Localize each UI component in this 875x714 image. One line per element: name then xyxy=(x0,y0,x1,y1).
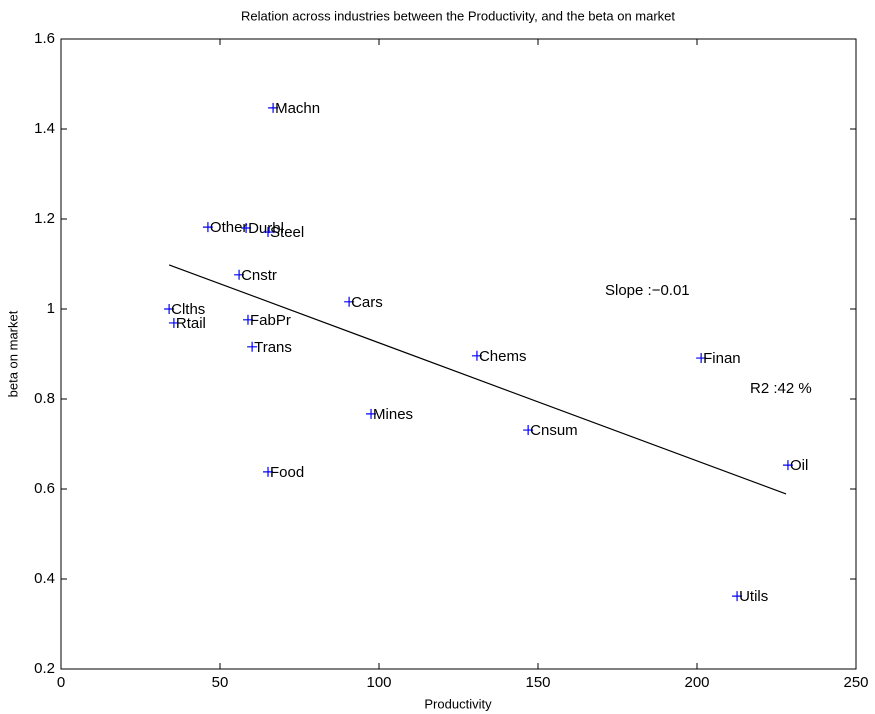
y-tick-label: 0.2 xyxy=(34,660,55,677)
point-label: Oil xyxy=(790,457,808,474)
x-tick-label: 200 xyxy=(684,674,709,691)
point xyxy=(241,223,252,233)
point-label: Cars xyxy=(351,294,383,311)
point xyxy=(242,314,253,325)
point xyxy=(247,341,258,352)
point xyxy=(168,317,179,328)
y-tick-label: 1.4 xyxy=(34,120,55,137)
x-tick-label: 50 xyxy=(212,674,229,691)
point xyxy=(366,408,377,419)
point-label: Steel xyxy=(270,224,304,241)
point-label: FabPr xyxy=(250,312,291,329)
point-label: Food xyxy=(270,464,304,481)
point-label: Machn xyxy=(275,100,320,117)
point xyxy=(471,350,482,361)
point xyxy=(164,304,175,314)
point-label: Cnsum xyxy=(530,422,578,439)
point xyxy=(202,222,213,233)
point xyxy=(268,102,279,113)
point xyxy=(263,227,274,238)
plot-frame xyxy=(60,38,857,670)
y-tick-label: 1.6 xyxy=(34,30,55,47)
point-label: Durbl xyxy=(248,220,284,237)
point-label: Mines xyxy=(373,406,413,423)
y-tick-label: 1 xyxy=(47,300,55,317)
x-tick-label: 250 xyxy=(843,674,868,691)
point-label: Chems xyxy=(479,348,527,365)
point-label: Finan xyxy=(703,350,741,367)
point-label: Other xyxy=(210,219,248,236)
point-label: Utils xyxy=(739,588,768,605)
fit-line xyxy=(168,264,787,495)
point-label: Clths xyxy=(171,301,205,318)
y-tick-label: 1.2 xyxy=(34,210,55,227)
point xyxy=(696,353,707,364)
point-label: Cnstr xyxy=(241,267,277,284)
y-tick-label: 0.4 xyxy=(34,570,55,587)
point xyxy=(234,269,245,280)
chart-title: Relation across industries between the P… xyxy=(241,8,675,23)
y-axis-label: beta on market xyxy=(5,310,20,397)
x-tick-label: 100 xyxy=(366,674,391,691)
x-tick-label: 0 xyxy=(57,674,65,691)
y-tick-label: 0.6 xyxy=(34,480,55,497)
point xyxy=(782,460,793,471)
point xyxy=(732,591,743,602)
y-tick-label: 0.8 xyxy=(34,390,55,407)
x-axis-label: Productivity xyxy=(424,696,492,711)
annotation: R2 :42 % xyxy=(750,380,812,397)
point xyxy=(263,466,274,477)
point-label: Rtail xyxy=(176,315,206,332)
x-tick-label: 150 xyxy=(525,674,550,691)
annotation: Slope :−0.01 xyxy=(605,282,690,299)
point-label: Trans xyxy=(254,339,292,356)
point xyxy=(523,425,534,436)
point xyxy=(344,296,355,307)
